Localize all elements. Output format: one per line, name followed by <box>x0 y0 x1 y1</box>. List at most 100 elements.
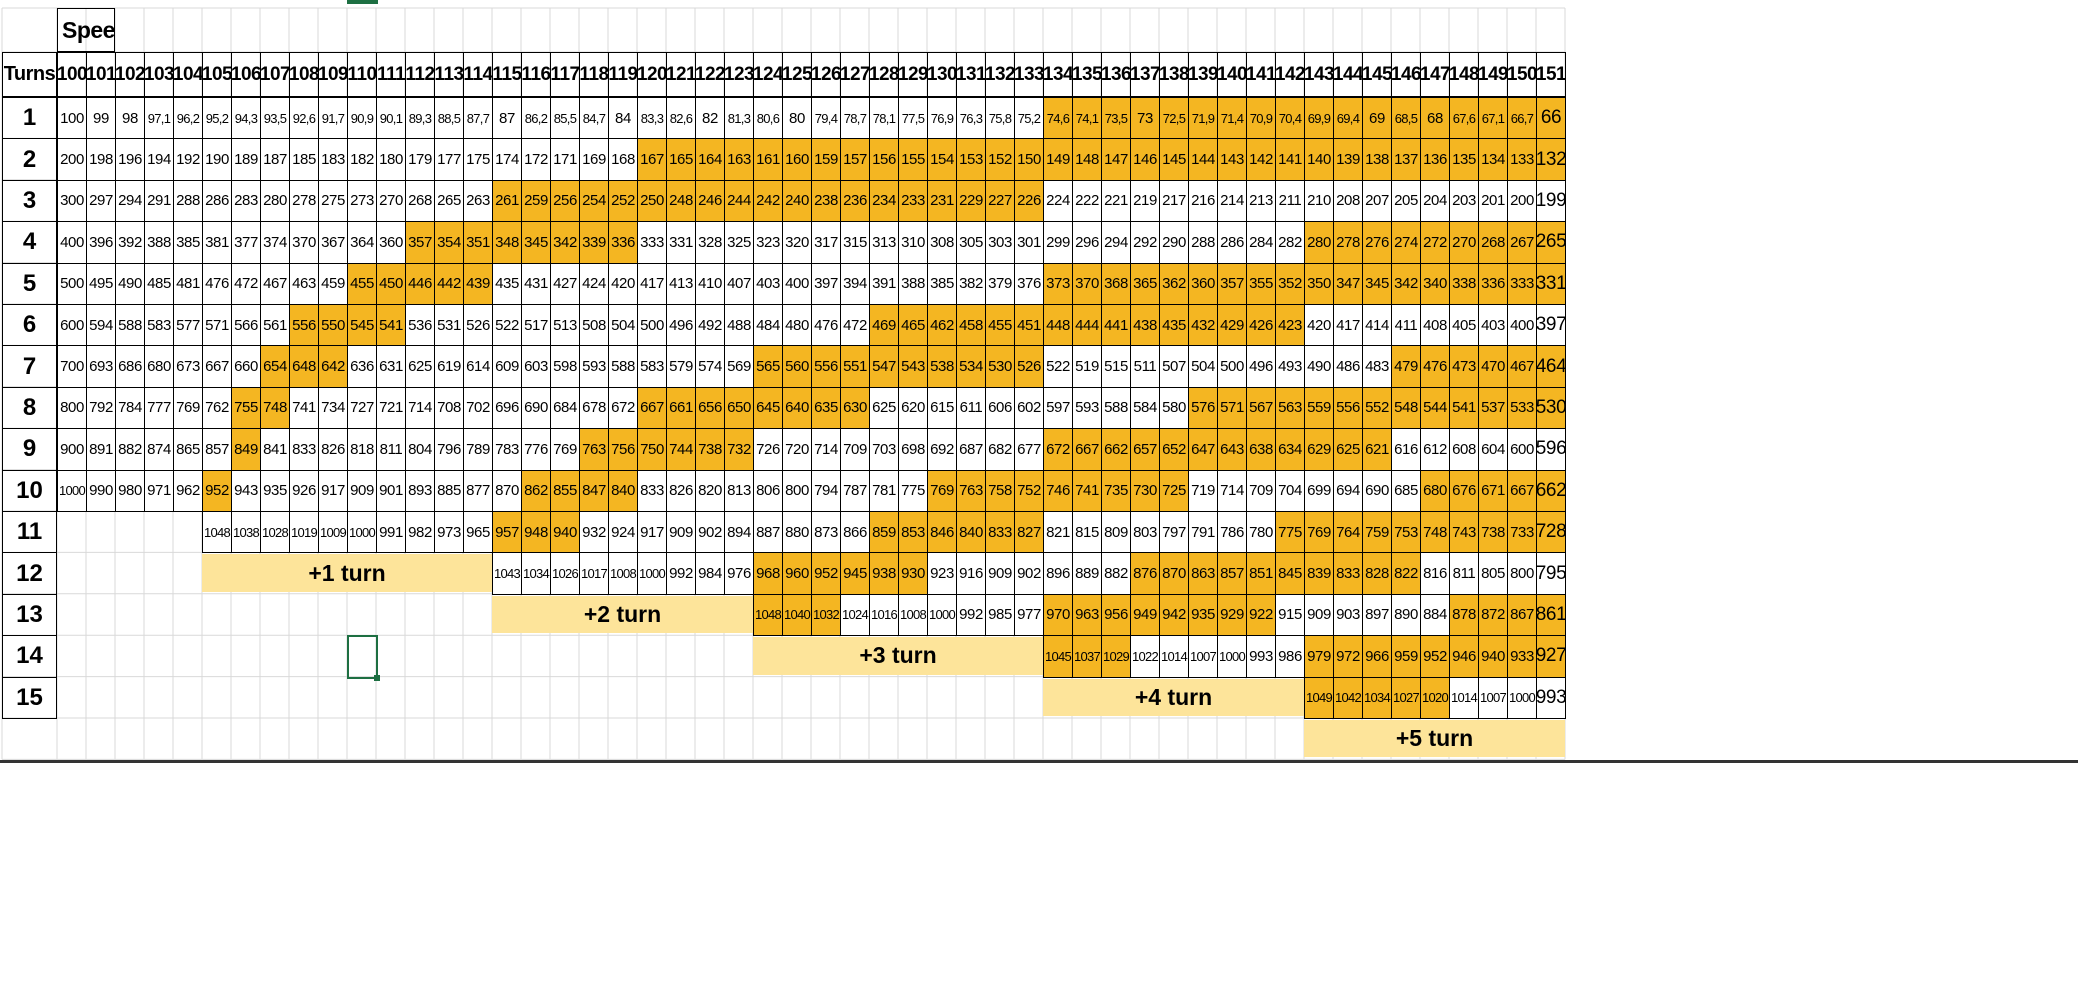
table-cell[interactable]: 738 <box>695 428 725 471</box>
table-cell[interactable]: 405 <box>1449 304 1479 347</box>
table-cell[interactable]: 556 <box>289 304 319 347</box>
table-cell[interactable]: 388 <box>898 262 928 305</box>
table-cell[interactable]: 769 <box>173 386 203 430</box>
table-cell[interactable]: 1049 <box>1304 676 1334 719</box>
table-cell[interactable]: 704 <box>1275 469 1305 512</box>
table-cell[interactable]: 342 <box>1391 262 1421 305</box>
table-cell[interactable]: 634 <box>1275 428 1305 471</box>
table-cell[interactable]: 984 <box>695 552 725 595</box>
table-cell[interactable]: 938 <box>869 552 899 595</box>
table-cell[interactable]: 177 <box>434 138 464 181</box>
table-cell[interactable]: 294 <box>115 179 145 223</box>
speed-column-header[interactable]: 130 <box>927 52 957 97</box>
table-cell[interactable]: 213 <box>1246 179 1276 223</box>
table-cell[interactable]: 727 <box>347 386 377 430</box>
table-cell[interactable]: 840 <box>956 511 986 554</box>
table-cell[interactable]: 397 <box>811 262 841 305</box>
table-cell[interactable]: 755 <box>231 386 261 430</box>
table-cell[interactable]: 602 <box>1014 386 1044 430</box>
table-cell[interactable]: 909 <box>1304 593 1334 637</box>
table-cell[interactable]: 878 <box>1449 593 1479 637</box>
speed-column-header[interactable]: 112 <box>405 52 435 97</box>
table-cell[interactable]: 924 <box>608 511 638 554</box>
table-cell[interactable]: 1034 <box>1362 676 1392 719</box>
table-cell[interactable]: 455 <box>985 304 1015 347</box>
table-cell[interactable]: 139 <box>1333 138 1363 181</box>
table-cell[interactable]: 980 <box>115 469 145 512</box>
table-cell[interactable]: 167 <box>637 138 667 181</box>
table-cell[interactable]: 537 <box>1478 386 1508 430</box>
table-cell[interactable]: 411 <box>1391 304 1421 347</box>
table-cell[interactable]: 441 <box>1101 304 1131 347</box>
table-cell[interactable]: 762 <box>202 386 232 430</box>
table-cell[interactable]: 833 <box>985 511 1015 554</box>
table-cell[interactable]: 685 <box>1391 469 1421 512</box>
table-cell[interactable]: 896 <box>1043 552 1073 595</box>
table-cell[interactable]: 459 <box>318 262 348 305</box>
table-cell[interactable]: 400 <box>57 221 87 264</box>
table-cell[interactable]: 479 <box>1391 345 1421 388</box>
table-cell[interactable]: 942 <box>1159 593 1189 637</box>
table-cell[interactable]: 200 <box>57 138 87 181</box>
table-cell[interactable]: 500 <box>1217 345 1247 388</box>
table-cell[interactable]: 977 <box>1014 593 1044 637</box>
speed-column-header[interactable]: 143 <box>1304 52 1334 97</box>
speed-column-header[interactable]: 100 <box>57 52 87 97</box>
table-cell[interactable]: 929 <box>1217 593 1247 637</box>
fill-handle[interactable] <box>374 674 380 681</box>
table-cell[interactable]: 165 <box>666 138 696 181</box>
table-cell[interactable]: 155 <box>898 138 928 181</box>
table-cell[interactable]: 231 <box>927 179 957 223</box>
table-cell[interactable]: 313 <box>869 221 899 264</box>
table-cell[interactable]: 1014 <box>1449 676 1479 719</box>
speed-column-header[interactable]: 126 <box>811 52 841 97</box>
table-cell[interactable]: 917 <box>637 511 667 554</box>
table-cell[interactable]: 72,5 <box>1159 97 1189 140</box>
table-cell[interactable]: 400 <box>782 262 812 305</box>
table-cell[interactable]: 640 <box>782 386 812 430</box>
table-cell[interactable]: 288 <box>173 179 203 223</box>
table-cell[interactable]: 77,5 <box>898 97 928 140</box>
table-cell[interactable]: 952 <box>811 552 841 595</box>
turn-row-label[interactable]: 8 <box>2 386 57 430</box>
table-cell[interactable]: 800 <box>1507 552 1537 595</box>
table-cell[interactable]: 876 <box>1130 552 1160 595</box>
table-cell[interactable]: 650 <box>724 386 754 430</box>
speed-column-header[interactable]: 139 <box>1188 52 1218 97</box>
table-cell[interactable]: 571 <box>1217 386 1247 430</box>
table-cell[interactable]: 500 <box>57 262 87 305</box>
table-cell[interactable]: 392 <box>115 221 145 264</box>
table-cell[interactable]: 138 <box>1362 138 1392 181</box>
table-cell[interactable]: 248 <box>666 179 696 223</box>
table-cell[interactable]: 385 <box>927 262 957 305</box>
table-cell[interactable]: 753 <box>1391 511 1421 554</box>
table-cell[interactable]: 385 <box>173 221 203 264</box>
table-cell[interactable]: 143 <box>1217 138 1247 181</box>
table-cell[interactable]: 465 <box>898 304 928 347</box>
table-cell[interactable]: 469 <box>869 304 899 347</box>
table-cell[interactable]: 672 <box>608 386 638 430</box>
table-cell[interactable]: 137 <box>1391 138 1421 181</box>
table-cell[interactable]: 284 <box>1246 221 1276 264</box>
table-cell[interactable]: 692 <box>927 428 957 471</box>
table-cell[interactable]: 75,2 <box>1014 97 1044 140</box>
table-cell[interactable]: 873 <box>811 511 841 554</box>
table-cell[interactable]: 73,5 <box>1101 97 1131 140</box>
table-cell[interactable]: 496 <box>1246 345 1276 388</box>
table-cell[interactable]: 846 <box>927 511 957 554</box>
table-cell[interactable]: 804 <box>405 428 435 471</box>
table-cell[interactable]: 845 <box>1275 552 1305 595</box>
table-cell[interactable]: 625 <box>405 345 435 388</box>
turn-row-label[interactable]: 7 <box>2 345 57 388</box>
speed-column-header[interactable]: 136 <box>1101 52 1131 97</box>
table-cell[interactable]: 777 <box>144 386 174 430</box>
table-cell[interactable]: 759 <box>1362 511 1392 554</box>
table-cell[interactable]: 78,1 <box>869 97 899 140</box>
table-cell[interactable]: 98 <box>115 97 145 140</box>
table-cell[interactable]: 141 <box>1275 138 1305 181</box>
table-cell[interactable]: 750 <box>637 428 667 471</box>
speed-column-header[interactable]: 116 <box>521 52 551 97</box>
table-cell[interactable]: 849 <box>231 428 261 471</box>
table-cell[interactable]: 746 <box>1043 469 1073 512</box>
speed-column-header[interactable]: 151 <box>1536 52 1566 97</box>
